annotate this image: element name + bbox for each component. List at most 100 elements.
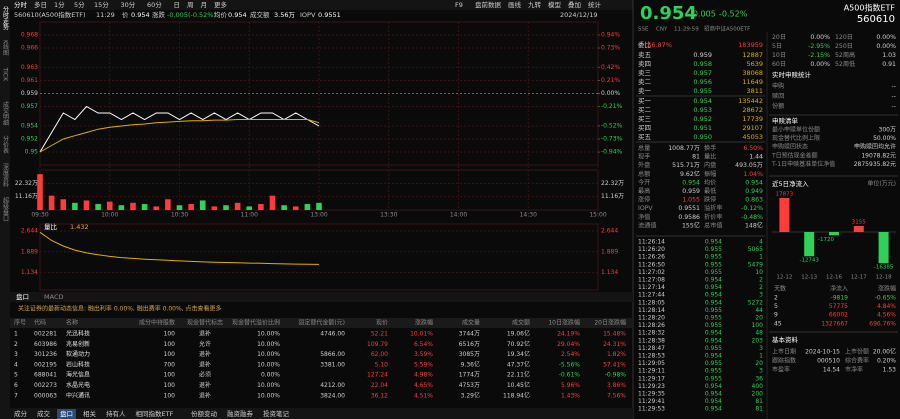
bottom-tab[interactable]: 份额变动 <box>191 409 218 418</box>
toolbar-item[interactable]: 多日 <box>34 0 47 9</box>
side-tab[interactable]: K线图 <box>2 40 9 57</box>
table-cell: 退补 <box>199 391 211 399</box>
toolbar-item[interactable]: 模型 <box>548 0 562 9</box>
table-cell: 兆易创新 <box>66 340 90 348</box>
inflow-cell: 1327667 <box>821 320 848 327</box>
period-label: 120日 <box>835 34 853 41</box>
y2-tick-label: 0.00% <box>601 90 620 97</box>
list-label: T日预估现金差额 <box>771 151 818 159</box>
toolbar-item[interactable]: 画线 <box>508 0 522 9</box>
sub-tab[interactable]: MACD <box>44 293 63 301</box>
toolbar-item[interactable]: 月 <box>201 1 208 9</box>
side-tab[interactable]: 分价表 <box>2 135 9 155</box>
volume-bar <box>269 195 276 210</box>
bottom-tab[interactable]: 成分 <box>14 409 28 418</box>
table-cell: -5.56% <box>559 361 581 368</box>
table-header: 20日涨跌幅 <box>594 319 626 327</box>
volume-bar <box>281 205 287 210</box>
side-tab[interactable]: 深度资料 <box>2 162 9 188</box>
toolbar-item[interactable]: 日 <box>174 1 181 9</box>
table-cell: 4.98% <box>414 372 433 379</box>
toolbar-item[interactable]: 1分 <box>54 0 65 9</box>
x-tick-label: 11:00 <box>241 212 258 219</box>
tick-volume: 2 <box>759 277 763 284</box>
inflow-bar <box>829 232 839 236</box>
tick-time: 11:29:11 <box>638 368 665 375</box>
table-cell: 5.59% <box>414 361 433 368</box>
y-tick-label: 2.644 <box>601 228 618 235</box>
toolbar-item[interactable]: 盘前数据 <box>475 0 502 9</box>
bottom-tab[interactable]: 融资融券 <box>227 409 254 418</box>
book-label: 买一 <box>638 97 652 105</box>
table-cell: 1 <box>14 331 18 338</box>
y-tick-label: 1.134 <box>21 269 38 276</box>
table-cell: 57.41% <box>603 361 626 368</box>
tick-time: 11:28:26 <box>638 322 665 329</box>
table-cell: 4212.00 <box>320 382 345 389</box>
book-volume: 11649 <box>742 78 763 86</box>
toolbar-item[interactable]: 叠加 <box>568 0 581 9</box>
x-tick-label: 15:00 <box>589 212 606 219</box>
bottom-tab[interactable]: 投资笔记 <box>263 409 290 418</box>
bottom-tab[interactable]: 相同指数ETF <box>136 409 174 418</box>
tick-time: 11:27:08 <box>638 277 665 284</box>
side-tab[interactable]: TICK <box>2 67 9 83</box>
table-cell: 10.01% <box>410 331 433 338</box>
y-tick-label: 0.968 <box>21 32 38 39</box>
table-cell: 1.82% <box>607 351 626 358</box>
bottom-tab[interactable]: 相关 <box>83 409 97 418</box>
indicator-title: 量比 <box>44 222 58 231</box>
side-tab[interactable]: 成交明细 <box>2 101 9 127</box>
table-cell: 10.45亿 <box>507 381 530 389</box>
notice[interactable]: 关注证券的最新动态信息: 融出利率 0.00%, 融出费率 0.00%, 点击查… <box>18 305 222 313</box>
stat-value: 1.44 <box>749 154 763 161</box>
side-tab[interactable]: 超级盘口 <box>2 196 9 222</box>
price-line <box>39 231 320 265</box>
side-tab[interactable]: 分时走势 <box>2 5 9 31</box>
book-label: 卖二 <box>638 78 652 86</box>
table-cell: 002273 <box>34 382 57 389</box>
tick-time: 11:26:26 <box>638 254 665 261</box>
toolbar-item[interactable]: 九转 <box>528 0 542 9</box>
quote-meta: CNY <box>656 27 668 33</box>
table-cell: 36.12 <box>371 392 388 399</box>
toolbar-item[interactable]: 更多 <box>214 0 228 9</box>
table-cell: 70.92亿 <box>507 340 530 348</box>
inflow-bar <box>779 198 790 232</box>
sub-tab[interactable]: 盘口 <box>16 292 29 301</box>
toolbar-item[interactable]: 统计 <box>588 0 602 9</box>
tick-volume: 5272 <box>748 299 763 306</box>
bottom-tab[interactable]: 成交 <box>37 409 51 418</box>
table-header: 名称 <box>66 319 78 327</box>
inflow-date: 12-18 <box>876 275 892 281</box>
basic-value: 2024-10-15 <box>805 349 840 356</box>
bottom-tab[interactable]: 持有人 <box>106 409 126 418</box>
inflow-header: 涨跌幅 <box>878 285 896 293</box>
info-item: 价 <box>122 11 129 19</box>
volume-bar <box>130 202 136 210</box>
y-tick-label: 11.16万 <box>15 193 38 200</box>
tick-price: 0.954 <box>705 330 722 337</box>
sub-tab-bar <box>10 292 633 302</box>
toolbar-item[interactable]: F9 <box>455 1 463 9</box>
bottom-tab[interactable]: 盘口 <box>60 409 73 418</box>
table-cell: 允许 <box>199 340 211 348</box>
toolbar-item[interactable]: 周 <box>187 1 194 9</box>
table-cell: 000063 <box>34 392 57 399</box>
period-label: 52周高 <box>835 51 855 59</box>
list-value: 申购赎回均允许 <box>854 143 896 151</box>
toolbar-item[interactable]: 5分 <box>74 0 85 9</box>
table-cell: 62.00 <box>371 351 388 358</box>
table-cell: 10.00% <box>257 392 280 399</box>
toolbar-item[interactable]: 15分 <box>94 0 109 9</box>
table-cell: 127.24 <box>367 372 388 379</box>
tick-price: 0.955 <box>705 322 722 329</box>
toolbar-item[interactable]: 分时 <box>14 0 28 9</box>
x-tick-label: 13:30 <box>380 212 397 219</box>
book-label: 卖一 <box>638 87 652 95</box>
y2-tick-label: 0.21% <box>601 77 620 84</box>
book-value: 56.87% <box>647 41 672 49</box>
table-cell: 19.34亿 <box>507 350 530 358</box>
toolbar-item[interactable]: 30分 <box>121 0 136 9</box>
toolbar-item[interactable]: 60分 <box>147 0 162 9</box>
